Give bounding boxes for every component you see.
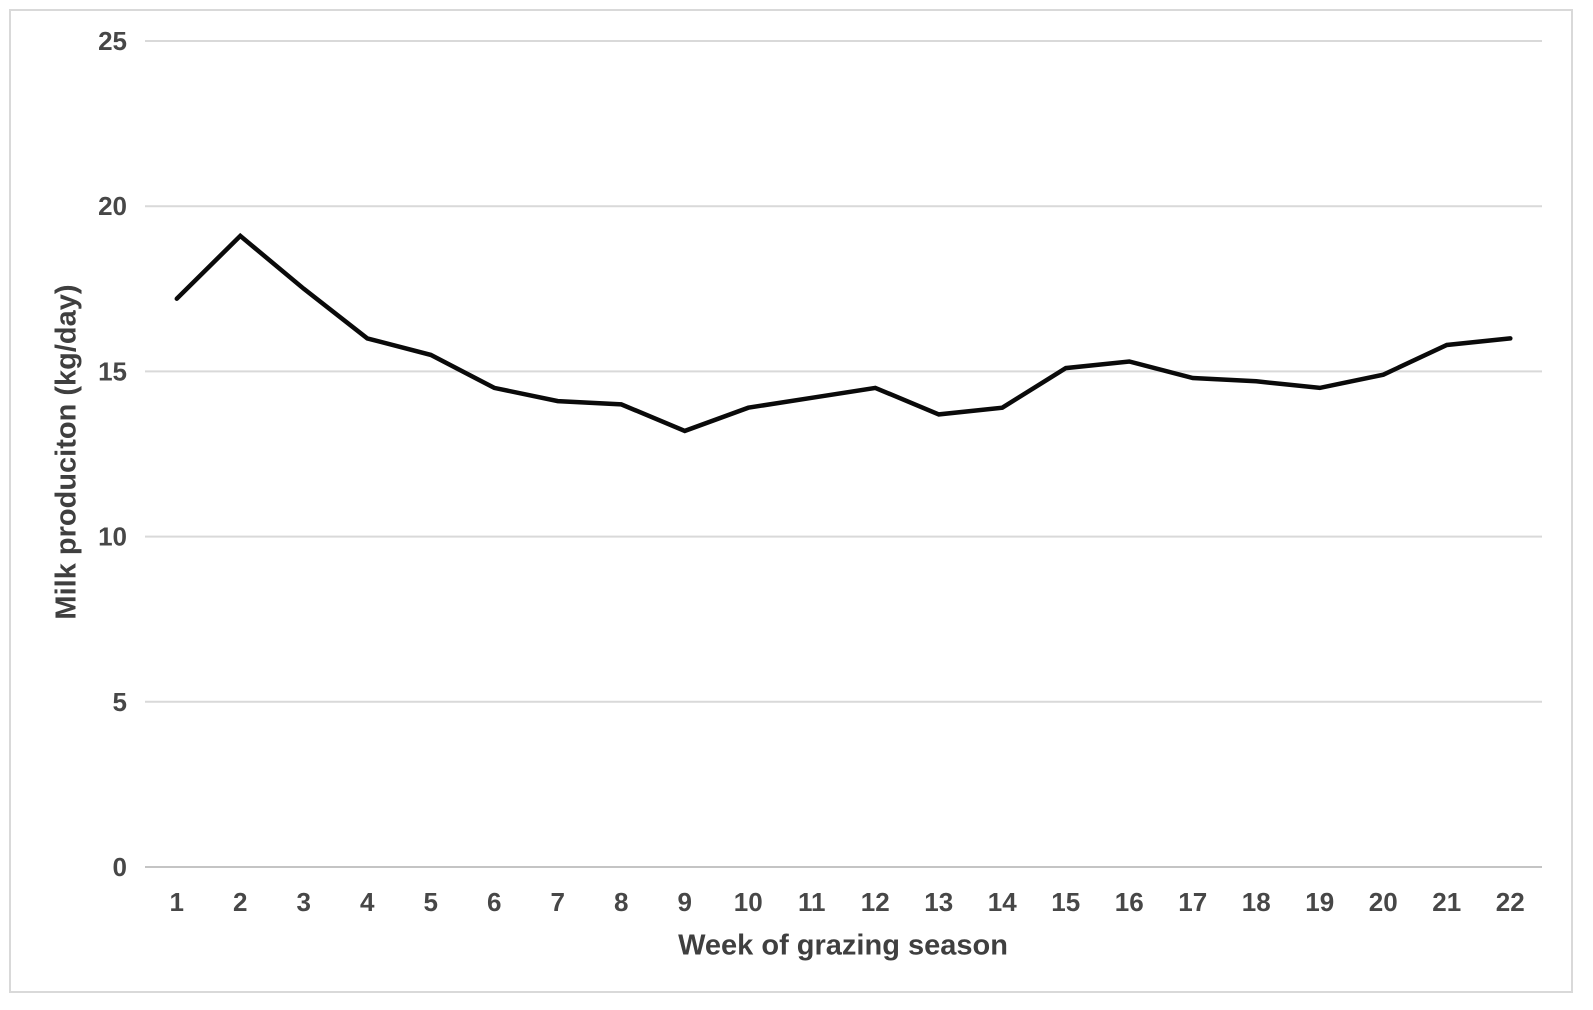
y-axis-tick-label: 0 (113, 852, 127, 882)
x-axis-tick-label: 8 (614, 887, 628, 917)
figure-border (9, 9, 1573, 993)
y-axis-tick-label: 25 (98, 26, 127, 56)
x-axis-tick-label: 4 (360, 887, 375, 917)
x-axis-tick-label: 13 (924, 887, 953, 917)
x-axis-title: Week of grazing season (678, 929, 1008, 962)
x-axis-tick-label: 14 (988, 887, 1017, 917)
y-axis-tick-label: 5 (113, 687, 127, 717)
y-axis-tick-label: 20 (98, 191, 127, 221)
x-axis-tick-label: 9 (678, 887, 692, 917)
x-axis-tick-label: 5 (424, 887, 438, 917)
x-axis-tick-label: 3 (297, 887, 311, 917)
x-axis-tick-labels: 1 2 3 4 5 6 7 8 9 10 11 12 13 14 15 16 17 18 19 20 21 22 (170, 887, 1525, 917)
x-axis-tick-label: 11 (798, 887, 826, 917)
x-axis-tick-label: 21 (1432, 887, 1461, 917)
x-axis-tick-label: 18 (1242, 887, 1271, 917)
x-axis-tick-label: 19 (1305, 887, 1334, 917)
y-axis-tick-label: 15 (98, 356, 127, 386)
x-axis-tick-label: 22 (1496, 887, 1525, 917)
x-axis-tick-label: 16 (1115, 887, 1144, 917)
x-axis-tick-label: 17 (1178, 887, 1207, 917)
y-axis-tick-labels: 0 5 10 15 20 25 (98, 26, 127, 882)
x-axis-tick-label: 7 (551, 887, 565, 917)
x-axis-tick-label: 20 (1369, 887, 1398, 917)
y-axis-title: Milk produciton (kg/day) (50, 284, 83, 620)
milk-production-line (174, 232, 1513, 434)
x-axis-tick-label: 10 (734, 887, 763, 917)
y-axis-tick-label: 10 (98, 522, 127, 552)
x-axis-tick-label: 12 (861, 887, 890, 917)
x-axis-tick-label: 1 (170, 887, 184, 917)
x-axis-tick-label: 2 (233, 887, 247, 917)
x-axis-tick-label: 6 (487, 887, 501, 917)
x-axis-tick-label: 15 (1051, 887, 1080, 917)
gridlines (145, 40, 1542, 868)
